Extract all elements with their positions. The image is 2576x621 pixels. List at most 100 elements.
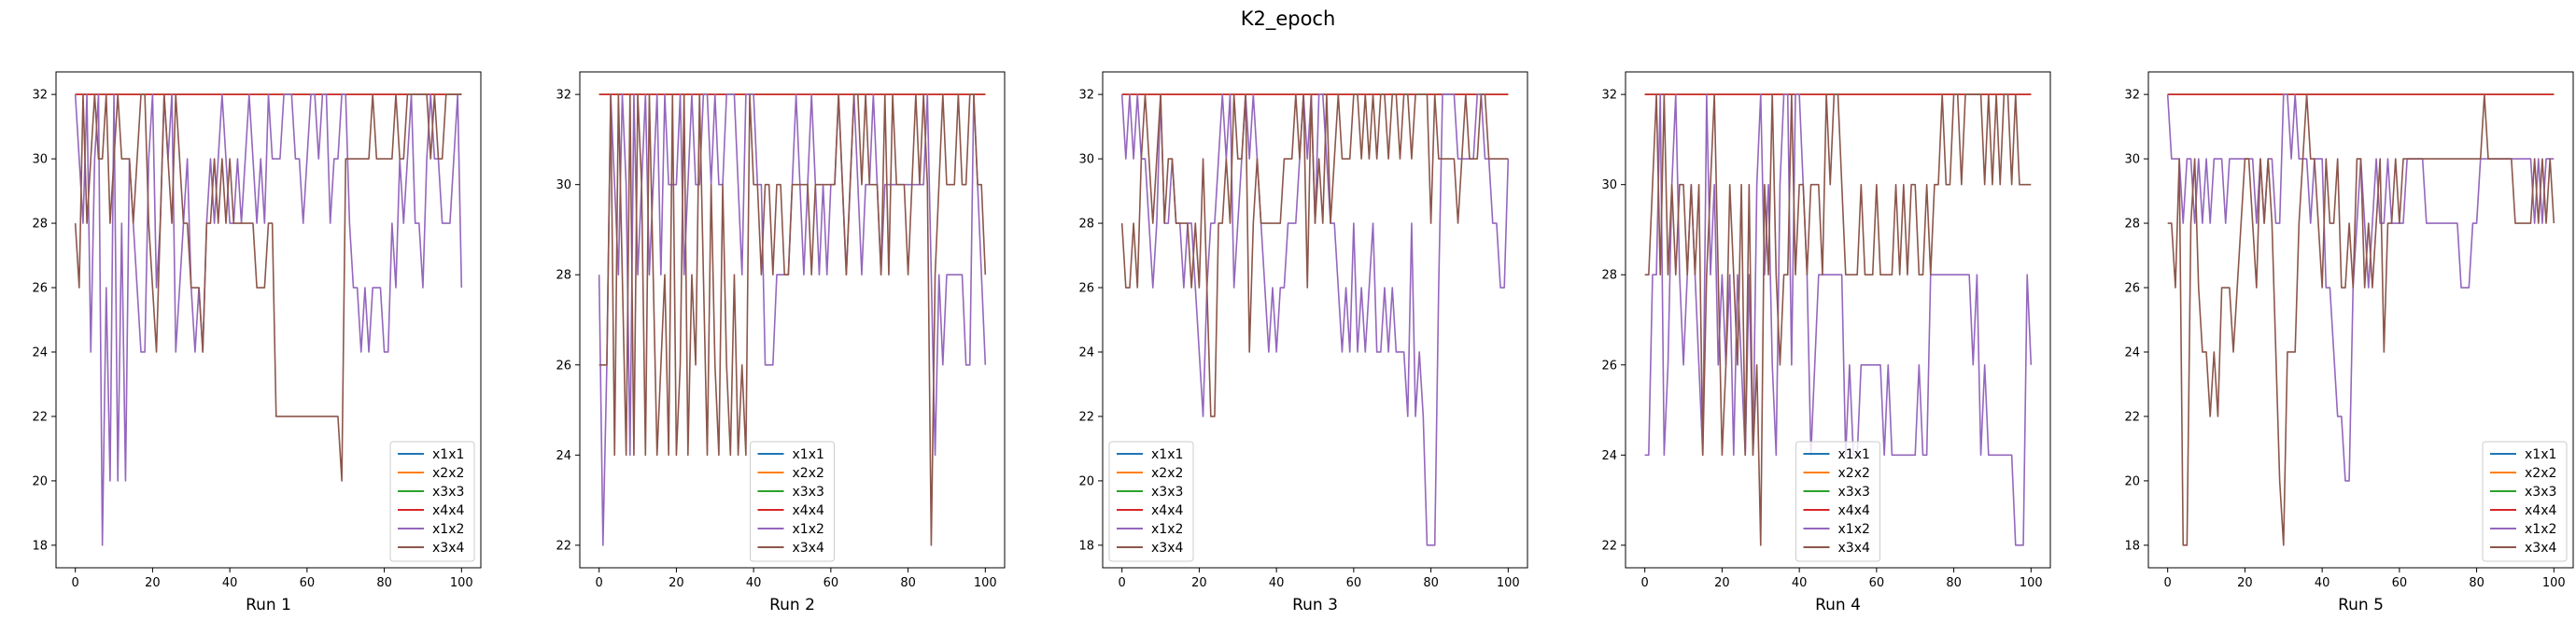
y-tick-label: 30	[1601, 178, 1617, 192]
y-tick-label: 26	[1601, 359, 1617, 373]
series-line-x3x4	[2167, 93, 2555, 546]
x-tick-label: 100	[1497, 576, 1520, 590]
y-tick-label: 26	[1078, 282, 1094, 296]
x-tick-label: 0	[1641, 576, 1649, 590]
x-tick-label: 100	[450, 576, 473, 590]
legend-label: x1x1	[793, 447, 824, 462]
x-tick-label: 60	[1869, 576, 1885, 590]
axes-frame	[1625, 71, 2051, 569]
x-tick-label: 40	[1792, 576, 1808, 590]
y-tick-label: 24	[32, 346, 48, 360]
legend-label: x4x4	[432, 503, 464, 518]
y-tick-label: 18	[32, 539, 48, 553]
y-tick-label: 28	[556, 269, 571, 283]
legend-label: x3x4	[793, 541, 824, 556]
x-tick-label: 40	[746, 576, 762, 590]
series-line-x3x4	[598, 93, 987, 546]
y-tick-label: 22	[2124, 410, 2140, 424]
legend-label: x3x3	[1838, 485, 1870, 500]
legend: x1x1 x2x2 x3x3 x4x4 x1x2 x3x4	[389, 441, 475, 562]
legend-label: x2x2	[2525, 466, 2556, 481]
y-tick-label: 24	[2124, 346, 2140, 360]
series-line-x3x4	[1120, 93, 1509, 417]
x-tick-label: 20	[669, 576, 684, 590]
x-tick-label: 100	[2542, 576, 2566, 590]
legend-label: x1x2	[793, 522, 824, 537]
x-tick-label: 0	[2164, 576, 2172, 590]
y-tick-label: 20	[1078, 474, 1094, 488]
y-tick-label: 30	[2124, 153, 2140, 167]
y-tick-label: 22	[1078, 410, 1094, 424]
legend: x1x1 x2x2 x3x3 x4x4 x1x2 x3x4	[1108, 441, 1194, 562]
y-tick-label: 28	[2124, 218, 2140, 232]
legend-label: x2x2	[793, 466, 824, 481]
y-tick-label: 22	[1601, 539, 1617, 553]
legend-label: x4x4	[793, 503, 824, 518]
y-tick-label: 24	[556, 449, 571, 463]
y-tick-label: 32	[556, 89, 571, 103]
x-tick-label: 40	[222, 576, 238, 590]
figure-title: K2_epoch	[1241, 7, 1336, 31]
legend-label: x1x2	[1838, 522, 1870, 537]
x-tick-label: 20	[1191, 576, 1207, 590]
x-tick-label: 80	[376, 576, 392, 590]
legend-label: x1x1	[1151, 447, 1183, 462]
y-tick-label: 20	[2124, 474, 2140, 488]
x-tick-label: 80	[1423, 576, 1439, 590]
x-tick-label: 100	[2020, 576, 2043, 590]
y-tick-label: 30	[1078, 153, 1094, 167]
x-tick-label: 0	[1119, 576, 1126, 590]
subplot-run-2: 0 20 40 60 80 100 22 24 26 28 30 32 Run 2 x1x1 x2x2 x3x…	[556, 71, 1006, 614]
legend-label: x4x4	[1838, 503, 1870, 518]
y-tick-label: 32	[32, 89, 48, 103]
x-tick-label: 60	[2392, 576, 2408, 590]
x-tick-label: 60	[300, 576, 316, 590]
y-tick-label: 18	[2124, 539, 2140, 553]
legend-label: x4x4	[1151, 503, 1183, 518]
x-tick-label: 80	[900, 576, 916, 590]
x-tick-label: 60	[823, 576, 839, 590]
x-tick-label: 0	[72, 576, 79, 590]
y-tick-label: 32	[1601, 89, 1617, 103]
y-tick-label: 28	[32, 218, 48, 232]
subplot-run-1: 0 20 40 60 80 100 18 20 22 24 26 28 30 32 Run 1 x1x1 x2x…	[32, 71, 482, 614]
axes-frame	[55, 71, 482, 569]
y-tick-label: 24	[1078, 346, 1094, 360]
x-tick-label: 40	[1269, 576, 1285, 590]
legend-label: x1x1	[1838, 447, 1870, 462]
x-tick-label: 60	[1346, 576, 1362, 590]
legend-label: x3x4	[1838, 541, 1870, 556]
axes-frame	[1102, 71, 1528, 569]
y-tick-label: 30	[32, 153, 48, 167]
x-tick-label: 20	[1714, 576, 1730, 590]
axes-frame	[579, 71, 1006, 569]
legend-label: x3x3	[432, 485, 464, 500]
legend-label: x2x2	[432, 466, 464, 481]
x-axis-label: Run 4	[1815, 596, 1861, 614]
x-tick-label: 80	[2469, 576, 2485, 590]
series-line-x3x4	[1644, 93, 2032, 546]
y-tick-label: 28	[1078, 218, 1094, 232]
legend-label: x3x3	[793, 485, 824, 500]
legend: x1x1 x2x2 x3x3 x4x4 x1x2 x3x4	[750, 441, 835, 562]
axes-frame	[2147, 71, 2574, 569]
subplot-run-3: 0 20 40 60 80 100 18 20 22 24 26 28 30 32 Run 3 x1x1 x2x…	[1078, 71, 1528, 614]
legend-label: x1x2	[432, 522, 464, 537]
legend: x1x1 x2x2 x3x3 x4x4 x1x2 x3x4	[2482, 441, 2568, 562]
y-tick-label: 26	[556, 359, 571, 373]
legend-label: x1x1	[2525, 447, 2556, 462]
x-axis-label: Run 1	[246, 596, 291, 614]
legend-label: x3x3	[1151, 485, 1183, 500]
series-line-x3x4	[74, 93, 462, 482]
y-tick-label: 22	[32, 410, 48, 424]
y-tick-label: 32	[2124, 89, 2140, 103]
y-tick-label: 18	[1078, 539, 1094, 553]
y-tick-label: 20	[32, 474, 48, 488]
x-tick-label: 80	[1946, 576, 1962, 590]
legend-label: x1x2	[2525, 522, 2556, 537]
x-axis-label: Run 5	[2338, 596, 2384, 614]
legend-label: x2x2	[1838, 466, 1870, 481]
y-tick-label: 30	[556, 178, 571, 192]
x-tick-label: 100	[974, 576, 997, 590]
